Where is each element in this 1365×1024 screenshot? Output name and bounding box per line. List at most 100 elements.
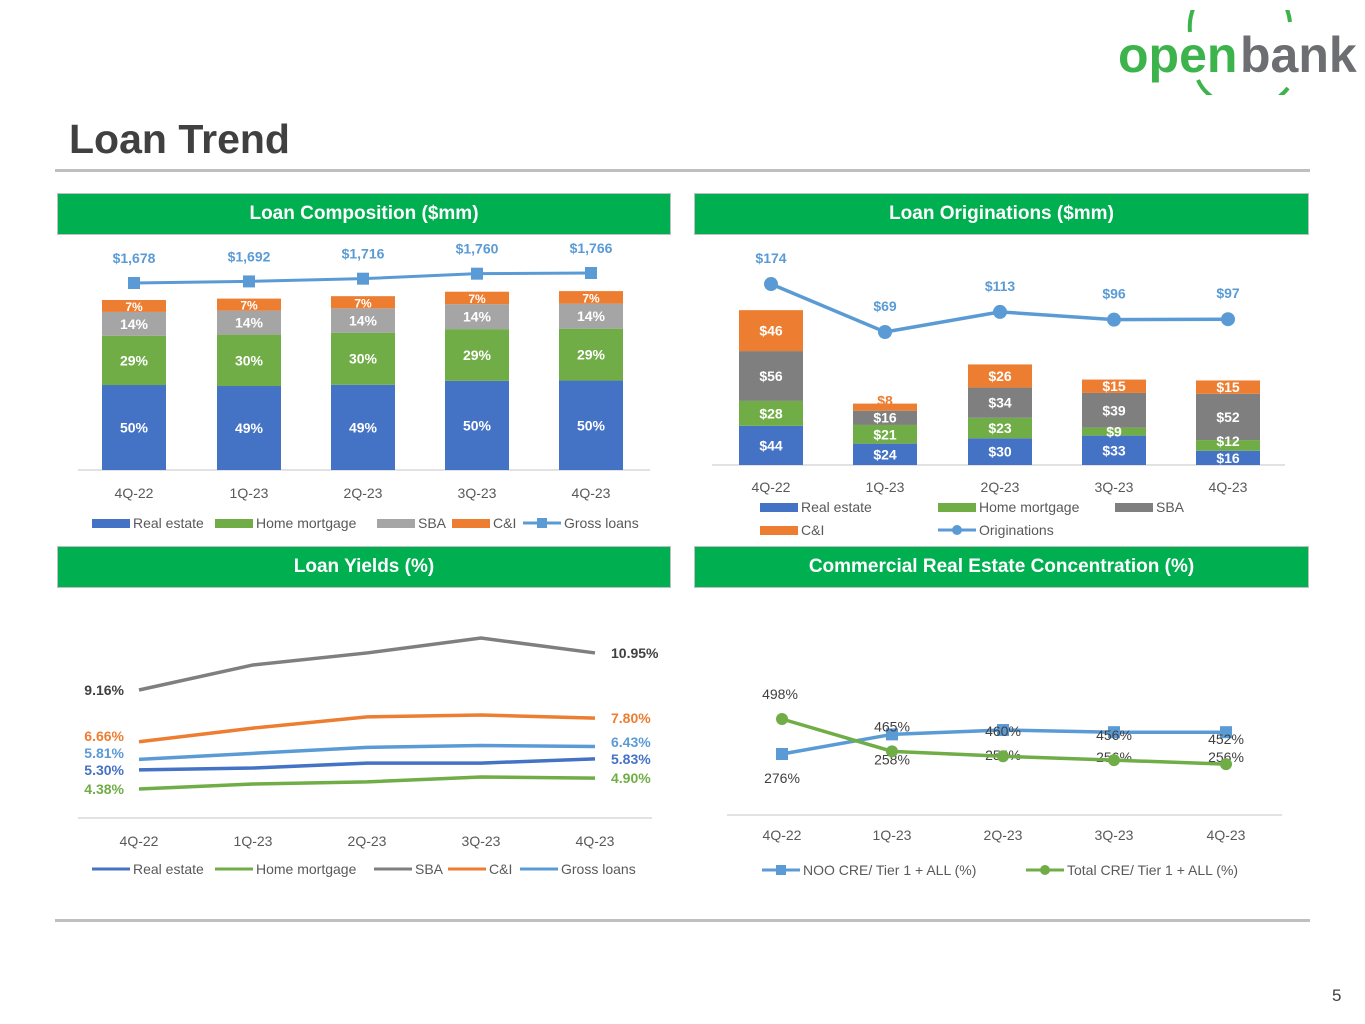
bar-segment	[1082, 435, 1146, 465]
bar-segment	[853, 410, 917, 425]
bar-data-label: $33	[1102, 442, 1126, 458]
bar-segment	[1082, 392, 1146, 428]
legend-originations-label: Originations	[979, 522, 1054, 538]
gross-loans-marker	[243, 275, 255, 288]
end-value-label: 4.90%	[611, 770, 651, 786]
legend-1-swatch	[215, 519, 253, 528]
legend-2-swatch	[1115, 503, 1153, 512]
line-data-label: $1,692	[228, 248, 271, 264]
bar-data-label: $30	[988, 444, 1012, 460]
bar-data-label: $34	[988, 395, 1012, 411]
legend-total-marker	[1040, 865, 1050, 875]
bar-data-label: 49%	[235, 420, 264, 436]
cre-marker	[886, 745, 898, 758]
bar-segment	[1196, 393, 1260, 441]
openbank-logo: open bank	[1118, 10, 1357, 95]
line-data-label: $97	[1216, 285, 1240, 301]
page-number: 5	[1332, 986, 1342, 1005]
line-data-label: $113	[985, 278, 1016, 294]
bar-segment	[331, 296, 395, 309]
legend-3-label: C&I	[801, 522, 824, 538]
bar-data-label: 49%	[349, 419, 378, 435]
legend-0-label: Real estate	[801, 499, 872, 515]
legend-3-swatch	[760, 526, 798, 535]
bar-segment	[445, 329, 509, 381]
bar-segment	[1082, 379, 1146, 393]
yield-line	[138, 713, 596, 744]
bar-segment	[968, 438, 1032, 465]
cre-marker	[886, 728, 898, 741]
bar-data-label: $39	[1102, 402, 1126, 418]
legend-2-label: SBA	[1156, 499, 1185, 515]
bar-data-label: $52	[1216, 409, 1240, 425]
line-data-label: $96	[1102, 286, 1126, 302]
bar-data-label: 14%	[120, 316, 149, 332]
bar-data-label: 14%	[235, 315, 264, 331]
loan-yields-header: Loan Yields (%)	[57, 546, 671, 588]
bar-data-label: 50%	[577, 417, 606, 433]
bar-segment	[739, 425, 803, 465]
cre-concentration-header: Commercial Real Estate Concentration (%)	[694, 546, 1309, 588]
line-data-label: $1,760	[456, 241, 499, 257]
bar-data-label: $24	[873, 446, 897, 462]
bar-data-label: 7%	[125, 300, 143, 314]
end-value-label: 5.83%	[611, 751, 651, 767]
bar-data-label: 7%	[468, 292, 486, 306]
bar-segment	[853, 424, 917, 444]
end-value-label: 6.43%	[611, 734, 651, 750]
line-data-label: $1,766	[570, 240, 613, 256]
legend-1-swatch	[938, 503, 976, 512]
legend-2-label: SBA	[415, 861, 444, 877]
page-title: Loan Trend	[69, 116, 290, 162]
x-tick-label: 4Q-23	[572, 485, 611, 501]
legend-2-swatch	[377, 519, 415, 528]
cre-data-label: 456%	[1096, 727, 1132, 743]
bar-data-label: 7%	[582, 291, 600, 305]
bar-segment	[217, 386, 281, 470]
bar-data-label: 29%	[120, 352, 149, 368]
legend-0-swatch	[760, 503, 798, 512]
bar-data-label: $16	[1216, 450, 1240, 466]
bar-segment	[331, 332, 395, 385]
bar-data-label: 29%	[577, 347, 606, 363]
start-value-label: 6.66%	[84, 728, 124, 744]
bar-data-label: 29%	[463, 347, 492, 363]
bar-data-label: $15	[1102, 378, 1126, 394]
bar-segment	[217, 298, 281, 311]
bar-segment	[1196, 450, 1260, 465]
cre-data-label: 452%	[1208, 731, 1244, 747]
bar-segment	[739, 351, 803, 401]
x-tick-label: 2Q-23	[348, 833, 387, 849]
bottom-divider	[55, 919, 1310, 922]
x-tick-label: 3Q-23	[1095, 827, 1134, 843]
yield-line	[138, 757, 596, 772]
bar-segment	[739, 310, 803, 352]
bar-data-label: $28	[759, 405, 783, 421]
bar-segment	[102, 385, 166, 470]
originations-marker	[1107, 312, 1121, 327]
x-tick-label: 4Q-22	[115, 485, 154, 501]
bar-data-label: $46	[759, 323, 783, 339]
bar-data-label: 7%	[354, 296, 372, 310]
start-value-label: 4.38%	[84, 781, 124, 797]
x-tick-label: 3Q-23	[458, 485, 497, 501]
x-tick-label: 3Q-23	[462, 833, 501, 849]
legend-3-label: C&I	[489, 861, 512, 877]
bar-data-label: 50%	[463, 417, 492, 433]
x-tick-label: 2Q-23	[344, 485, 383, 501]
bar-segment	[559, 328, 623, 381]
bar-data-label: 50%	[120, 420, 149, 436]
loan-originations-header: Loan Originations ($mm)	[694, 193, 1309, 235]
bar-segment	[1196, 440, 1260, 451]
bar-data-label: $9	[1106, 424, 1122, 440]
bar-data-label: 14%	[463, 309, 492, 325]
x-tick-label: 1Q-23	[866, 479, 905, 495]
originations-marker	[764, 277, 778, 292]
logo-open-text: open	[1118, 27, 1237, 83]
legend-4-label: Gross loans	[561, 861, 636, 877]
bar-segment	[968, 364, 1032, 388]
bar-segment	[217, 334, 281, 387]
bar-data-label: $44	[759, 437, 783, 453]
gross-loans-marker	[471, 267, 483, 280]
bar-segment	[559, 380, 623, 470]
